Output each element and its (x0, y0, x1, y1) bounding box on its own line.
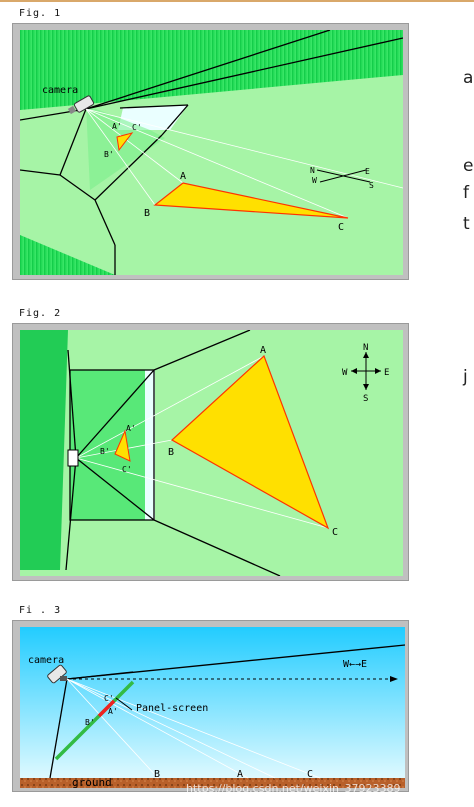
top-rule (0, 0, 474, 2)
fig-3-projection-lines (66, 678, 321, 779)
side-text-e: e (463, 156, 474, 176)
fig-2-left-band (20, 330, 68, 570)
fig-1-point-b: B (144, 208, 150, 219)
fig-2-point-bp: B' (100, 447, 110, 456)
side-text-a: a (463, 68, 474, 88)
fig-3-point-ap: A' (108, 707, 118, 716)
fig-2-panel-screen (145, 370, 155, 520)
fig-3-point-b: B (154, 769, 160, 780)
side-text-f: f (463, 183, 469, 203)
fig-3-camera-label: camera (28, 655, 64, 666)
fig-1-point-bp: B' (104, 150, 114, 159)
camera-icon (67, 95, 95, 115)
fig-2-compass: N W E S (342, 343, 389, 404)
fig-1-view-volume (86, 105, 165, 190)
fig-2-compass-s: S (363, 394, 368, 404)
fig-1-compass-n: N (310, 166, 315, 175)
fig-2-panel: A' B' C' A B C N W E S (12, 323, 409, 581)
fig-1-panel-screen (118, 105, 188, 130)
side-text-j: j (463, 367, 468, 387)
fig-2-point-c: C (332, 527, 338, 538)
fig-1-projection-lines (85, 108, 403, 219)
fig-3-panel-leader (115, 697, 133, 711)
fig-3-sky (20, 627, 405, 788)
fig-3-ground-strip (20, 778, 405, 788)
fig-2-point-a: A (260, 345, 266, 356)
fig-3-point-a: A (237, 769, 243, 780)
fig-1-diagram: camera A' C' B' A B C N W E S (20, 30, 403, 275)
fig-2-view-volume (70, 370, 154, 520)
fig-1-point-a: A (180, 171, 186, 182)
fig-1-point-c: C (338, 222, 344, 233)
fig-3-panel: camera Panel-screen W←→E C' A' B' ground… (12, 620, 409, 792)
fig-2-label: Fig. 2 (19, 308, 62, 319)
watermark: https://blog.csdn.net/weixin_37923389 (186, 782, 401, 795)
fig-3-frame-lines (49, 644, 405, 779)
fig-3-point-bp: B' (85, 718, 95, 727)
fig-3-diagram: camera Panel-screen W←→E C' A' B' ground… (20, 627, 405, 788)
fig-2-projected-triangle (114, 429, 131, 462)
fig-1-point-ap: A' (112, 122, 122, 131)
fig-3-label: Fi . 3 (19, 605, 62, 616)
fig-2-point-b: B (168, 447, 174, 458)
fig-1-compass-w: W (312, 176, 317, 185)
fig-1-ground-triangle (153, 182, 349, 219)
fig-3-direction-label: W←→E (343, 659, 367, 670)
fig-2-ground-triangle (170, 354, 330, 530)
side-text-t: t (463, 214, 470, 234)
fig-1-compass-s: S (369, 181, 374, 190)
fig-3-camera-icon (47, 664, 67, 684)
fig-3-arrow-head (390, 676, 398, 682)
fig-2-point-ap: A' (126, 424, 136, 433)
fig-1-point-cp: C' (132, 123, 142, 132)
fig-2-compass-w: W (342, 368, 348, 378)
fig-3-ground-label: ground (72, 776, 112, 788)
fig-3-point-cp: C' (104, 694, 114, 703)
fig-3-panel-screen (54, 680, 135, 761)
fig-3-panel-label: Panel-screen (136, 703, 208, 714)
fig-1-panel: camera A' C' B' A B C N W E S (12, 23, 409, 280)
fig-2-frame-lines (65, 330, 281, 576)
fig-1-label: Fig. 1 (19, 8, 62, 19)
fig-1-camera-label: camera (42, 85, 78, 96)
fig-2-camera-icon (67, 449, 79, 467)
fig-1-compass: N W E S (310, 166, 374, 190)
fig-2-diagram: A' B' C' A B C N W E S (20, 330, 403, 576)
fig-3-projected-segment (97, 699, 116, 718)
fig-1-compass-e: E (365, 167, 370, 176)
fig-2-point-cp: C' (122, 465, 132, 474)
fig-1-projected-triangle (116, 132, 134, 152)
fig-2-compass-e: E (384, 368, 389, 378)
fig-3-point-c: C (307, 769, 313, 780)
fig-2-compass-n: N (363, 343, 368, 353)
